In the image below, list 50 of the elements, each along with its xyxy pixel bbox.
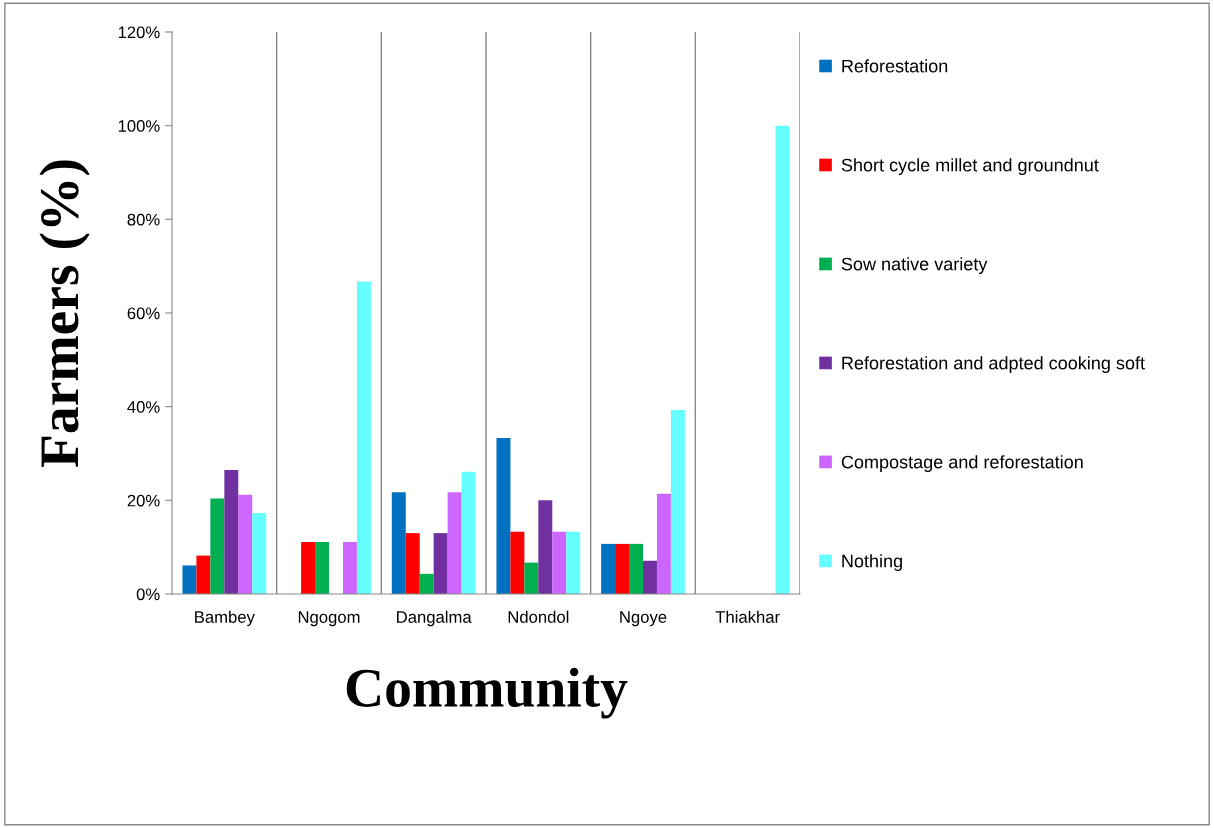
bar [315,542,329,594]
bar [356,281,371,594]
bar [510,531,525,594]
x-axis-title: Community [346,667,628,719]
bar [419,573,434,594]
legend-label: Reforestation [842,59,948,73]
y-tick-label: 100% [118,120,160,132]
y-tick-label: 80% [127,213,160,226]
y-tick-label: 20% [127,494,160,507]
bar [238,494,253,594]
bar [182,565,197,594]
y-tick-label: 120% [118,26,160,39]
x-tick-label: Dangalma [397,610,472,627]
bar [210,498,225,594]
y-tick-label: 40% [127,401,160,413]
x-tick-label: Thiakhar [715,610,780,623]
bar [670,409,685,594]
y-tick-label: 60% [127,307,160,320]
bar [552,531,567,594]
x-tick-label: Ndondol [508,610,569,623]
x-tick-label: Bambey [195,610,255,627]
bar [496,438,511,594]
bar [643,560,657,594]
bar [538,500,553,594]
bar [524,562,539,594]
bar [391,492,406,594]
bar [301,542,316,594]
bar [461,471,476,594]
legend-label: Nothing [842,554,902,571]
bar [615,543,630,594]
bar [405,533,420,594]
y-axis-title: Farmers (%) [39,160,90,468]
legend-label: Short cycle millet and groundnut [841,158,1099,176]
bar [629,543,643,594]
bar [433,533,448,594]
bar [224,469,239,594]
bar [342,542,357,594]
bar [775,125,790,594]
bar [566,531,581,594]
y-tick-label: 0% [136,588,160,601]
bar [196,555,211,594]
x-tick-label: Ngogom [298,611,360,627]
x-tick-label: Ngoye [620,611,667,627]
bar [252,512,267,594]
bar [656,493,671,594]
bar [447,492,462,594]
legend-label: Reforestation and adpted cooking soft [842,356,1145,374]
legend-label: Sow native variety [841,257,988,275]
bar [601,543,616,594]
legend-label: Compostage and reforestation [841,455,1083,472]
